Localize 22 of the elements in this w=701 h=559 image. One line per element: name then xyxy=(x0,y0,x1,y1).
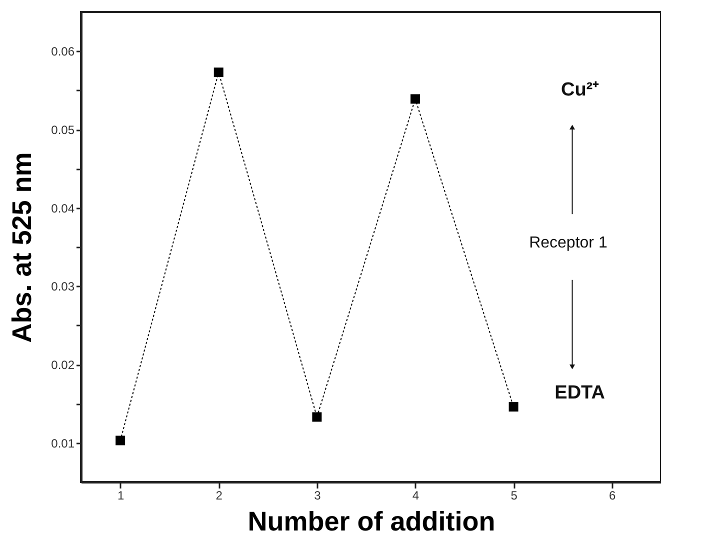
x-tick-label: 2 xyxy=(216,488,223,502)
x-tick-label: 6 xyxy=(609,488,616,502)
x-tick-label: 5 xyxy=(510,488,518,502)
y-tick-label: 0.02 xyxy=(51,358,75,372)
annotation: Receptor 1 xyxy=(529,234,608,252)
y-tick-label: 0.04 xyxy=(51,201,75,216)
annotation: EDTA xyxy=(554,382,606,404)
point xyxy=(312,412,322,422)
point xyxy=(410,94,420,104)
point xyxy=(214,68,224,78)
x-tick-label: 4 xyxy=(412,488,420,502)
point xyxy=(508,402,518,412)
annotation: Cu²⁺ xyxy=(560,80,600,101)
y-tick-label: 0.01 xyxy=(51,436,75,450)
x-tick-label: 3 xyxy=(314,488,322,502)
y-tick-label: 0.05 xyxy=(51,123,75,137)
y-axis-title: Abs. at 525 nm xyxy=(7,152,38,343)
y-tick-label: 0.03 xyxy=(51,280,75,294)
y-tick-label: 0.06 xyxy=(51,44,75,59)
x-axis-title: Number of addition xyxy=(248,506,496,536)
x-tick-label: 1 xyxy=(117,488,124,502)
point xyxy=(116,436,126,446)
